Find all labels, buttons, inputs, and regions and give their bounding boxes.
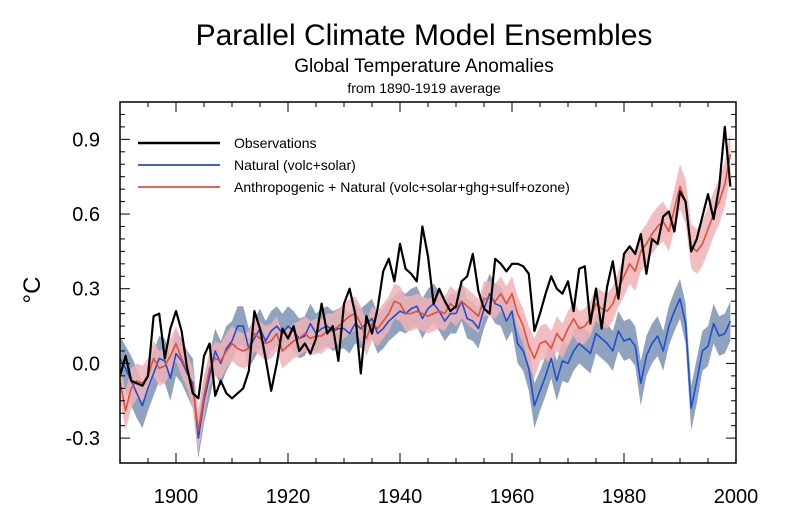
legend-label-natural: Natural (volc+solar) <box>234 157 356 173</box>
y-tick-label: -0.3 <box>66 428 100 450</box>
chart-title: Parallel Climate Model Ensembles <box>196 19 653 52</box>
y-tick-label: 0.3 <box>72 279 100 301</box>
x-tick-label: 1940 <box>378 486 423 508</box>
axes: 1900 1920 1940 1960 1980 2000 -0.3 0.0 0.3 0.6 0.9 <box>66 101 759 508</box>
y-axis-label: °C <box>19 277 46 304</box>
plot-content <box>120 125 732 458</box>
legend-label-anthro: Anthropogenic + Natural (volc+solar+ghg+… <box>234 179 570 195</box>
natural-series-line <box>120 292 732 439</box>
x-tick-label: 1920 <box>266 486 311 508</box>
legend-label-observations: Observations <box>234 135 316 151</box>
y-tick-label: 0.6 <box>72 204 100 226</box>
x-tick-label: 1980 <box>602 486 647 508</box>
anthro_band-band <box>120 131 731 453</box>
x-tick-label: 1960 <box>490 486 535 508</box>
y-tick-label: 0.9 <box>72 129 100 151</box>
chart-subsubtitle: from 1890-1919 average <box>347 80 501 96</box>
chart-subtitle: Global Temperature Anomalies <box>294 56 553 77</box>
x-tick-label: 2000 <box>714 486 759 508</box>
plot-area <box>120 125 732 458</box>
natural_band-band <box>120 273 731 458</box>
plot-frame <box>119 101 737 464</box>
y-tick-label: 0.0 <box>72 353 100 375</box>
anthro-series-line <box>120 154 732 432</box>
x-tick-label: 1900 <box>154 486 199 508</box>
observations-series-line <box>120 125 732 400</box>
legend: Observations Natural (volc+solar) Anthropo… <box>138 135 570 195</box>
